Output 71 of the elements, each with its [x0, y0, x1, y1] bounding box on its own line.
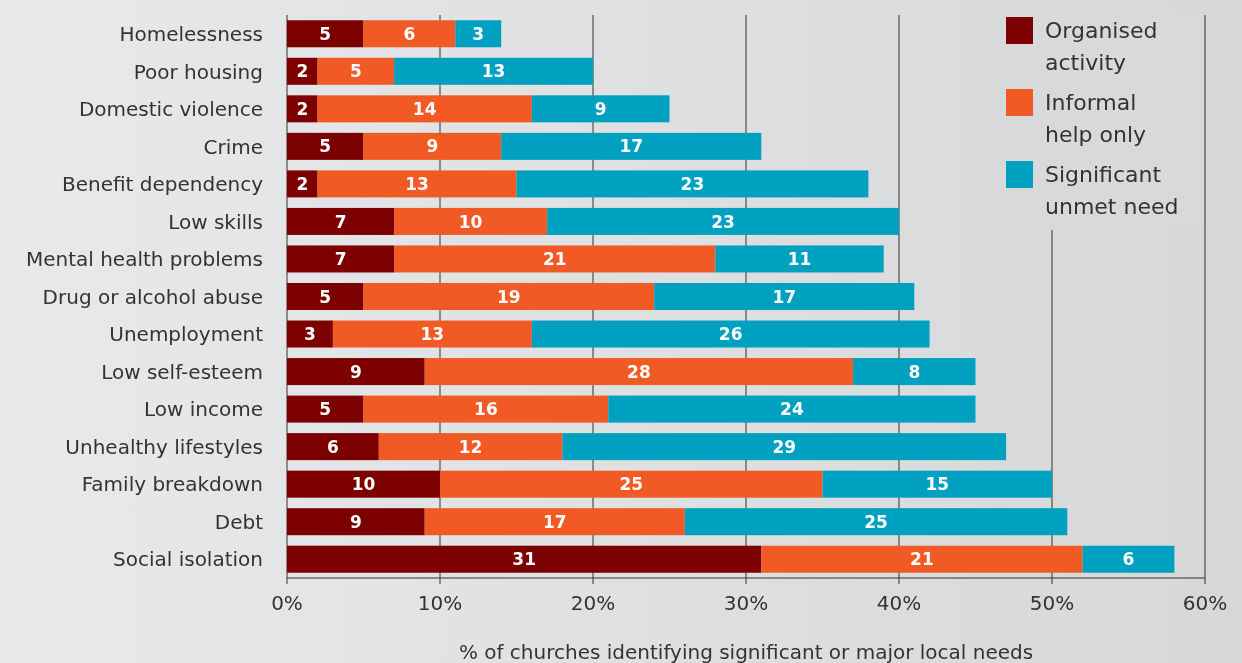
data-label: 24	[780, 399, 804, 420]
y-tick-label: Domestic violence	[78, 97, 263, 122]
data-label: 17	[772, 286, 797, 307]
y-tick-label: Poor housing	[133, 59, 263, 84]
y-tick-label: Debt	[214, 509, 264, 534]
data-label: 17	[619, 136, 644, 157]
data-label: 2	[296, 98, 309, 119]
data-label: 26	[718, 324, 743, 345]
x-tick-label: 20%	[570, 591, 616, 615]
x-tick-label: 30%	[723, 591, 769, 615]
data-label: 10	[458, 211, 483, 232]
legend-label: Significant unmet need	[1045, 162, 1179, 219]
data-label: 11	[787, 249, 812, 270]
data-label: 6	[403, 23, 416, 44]
data-label: 2	[296, 61, 309, 82]
y-tick-label: Mental health problems	[25, 247, 263, 272]
x-axis-title: % of churches identifying significant or major local needs	[458, 640, 1034, 663]
legend-label: Informal help only	[1045, 90, 1147, 147]
data-label: 17	[542, 511, 567, 532]
data-label: 29	[772, 436, 797, 457]
data-label: 23	[680, 174, 705, 195]
data-label: 9	[349, 511, 362, 532]
data-label: 3	[472, 23, 485, 44]
y-tick-label: Low income	[144, 397, 263, 422]
data-label: 3	[304, 324, 316, 345]
data-label: 9	[426, 136, 439, 157]
y-tick-label: Social isolation	[113, 547, 263, 572]
data-label: 2	[296, 174, 309, 195]
data-label: 9	[594, 98, 607, 119]
y-tick-label: Family breakdown	[81, 472, 263, 497]
data-label: 25	[619, 474, 644, 495]
y-tick-label: Benefit dependency	[62, 172, 264, 197]
data-label: 5	[349, 61, 362, 82]
data-label: 31	[512, 549, 536, 570]
data-label: 28	[627, 361, 651, 382]
data-label: 16	[474, 399, 498, 420]
data-label: 13	[405, 174, 429, 195]
data-label: 7	[334, 211, 347, 232]
data-label: 9	[349, 361, 362, 382]
y-tick-label: Unemployment	[109, 322, 264, 347]
data-label: 10	[351, 474, 376, 495]
legend-label: Organised activity	[1045, 18, 1158, 75]
y-tick-label: Low self-esteem	[101, 359, 263, 384]
data-label: 13	[481, 61, 506, 82]
data-label: 13	[420, 324, 445, 345]
data-label: 14	[412, 98, 437, 119]
y-tick-label: Homelessness	[119, 21, 263, 46]
data-label: 23	[711, 211, 735, 232]
data-label: 5	[319, 286, 332, 307]
data-label: 5	[319, 399, 332, 420]
data-label: 8	[908, 361, 921, 382]
x-tick-label: 10%	[417, 591, 463, 615]
y-tick-label: Crime	[203, 134, 263, 159]
x-tick-label: 40%	[876, 591, 922, 615]
y-tick-label: Low skills	[168, 209, 263, 234]
data-label: 5	[319, 23, 332, 44]
data-label: 21	[910, 549, 934, 570]
data-label: 6	[326, 436, 339, 457]
y-tick-label: Drug or alcohol abuse	[42, 284, 263, 309]
data-label: 19	[497, 286, 521, 307]
y-tick-label: Unhealthy lifestyles	[65, 434, 263, 459]
data-label: 15	[925, 474, 950, 495]
data-label: 5	[319, 136, 332, 157]
data-label: 12	[458, 436, 483, 457]
x-tick-label: 0%	[271, 591, 303, 615]
data-label: 6	[1122, 549, 1135, 570]
x-tick-label: 60%	[1182, 591, 1228, 615]
data-label: 21	[542, 249, 567, 270]
data-label: 25	[864, 511, 888, 532]
data-label: 7	[334, 249, 347, 270]
x-tick-label: 50%	[1029, 591, 1075, 615]
